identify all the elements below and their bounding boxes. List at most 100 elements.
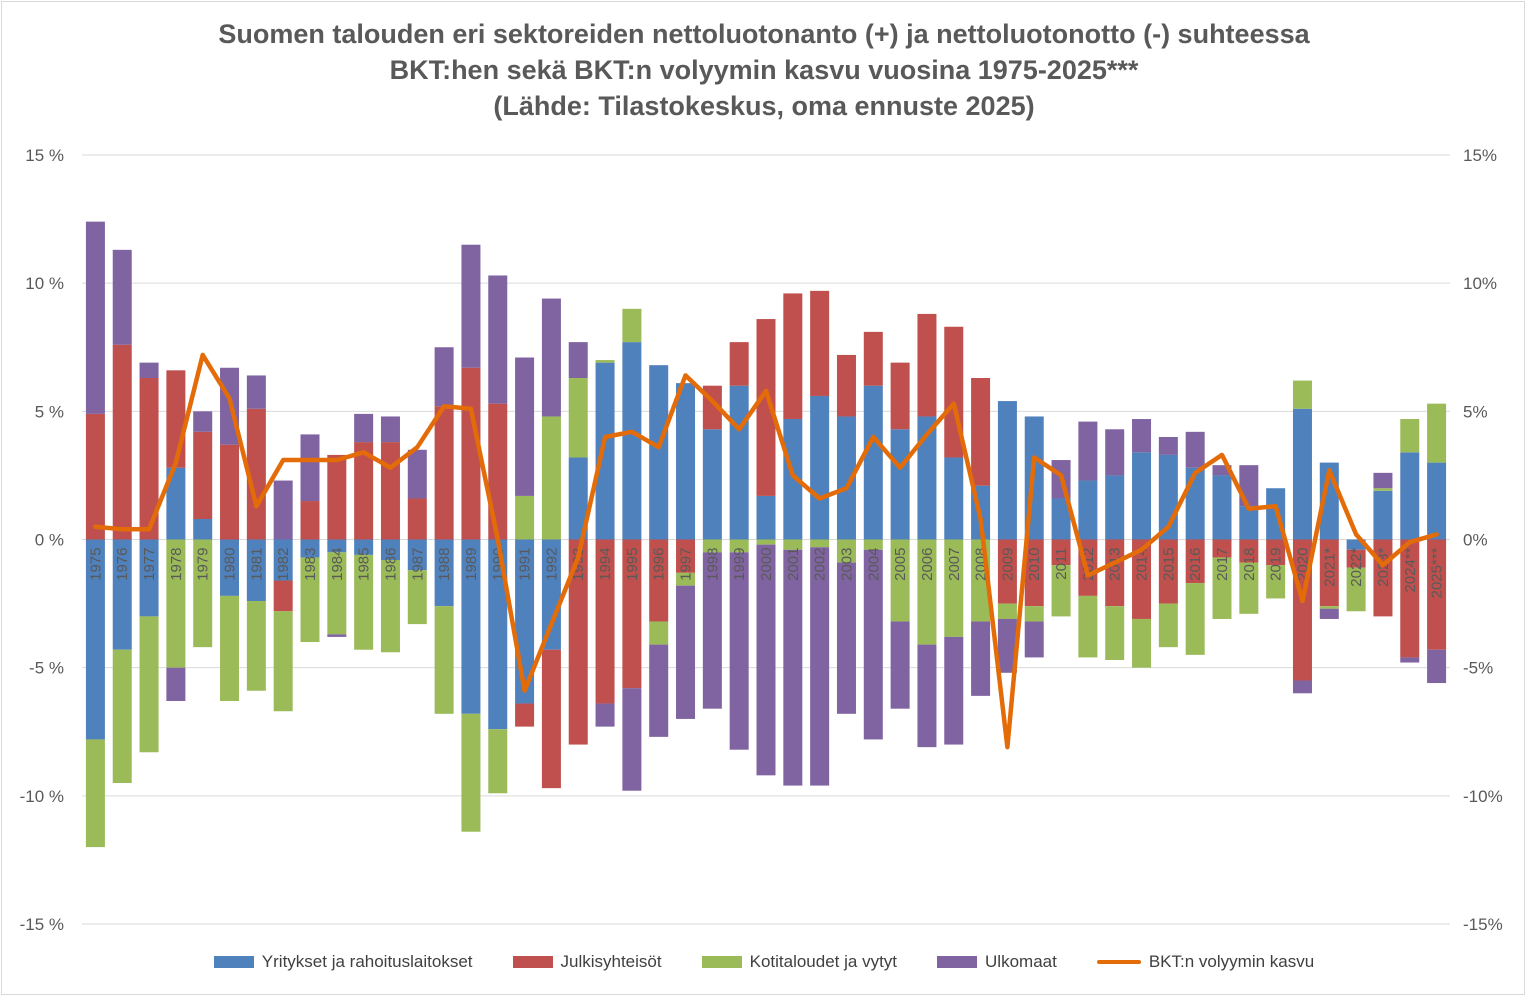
y-left-tick-label: -15 % <box>20 915 64 934</box>
x-category-label: 1985 <box>356 548 373 581</box>
bar-segment-s3 <box>1373 472 1393 489</box>
bar-segment-s1 <box>246 408 266 540</box>
bar-segment-s3 <box>327 634 347 637</box>
bar-segment-s1 <box>676 539 696 573</box>
y-left-tick-label: 5 % <box>35 402 64 421</box>
bar-segment-s1 <box>756 319 776 496</box>
bar-segment-s0 <box>676 383 696 540</box>
x-category-label: 1977 <box>141 548 158 581</box>
x-category-label: 2014 <box>1134 548 1151 581</box>
x-category-label: 2018 <box>1241 548 1258 581</box>
bar-segment-s2 <box>676 572 696 586</box>
bar-segment-s3 <box>971 621 991 696</box>
bar-segment-s2 <box>193 539 213 648</box>
bar-segment-s1 <box>112 344 132 540</box>
bar-segment-s0 <box>836 416 856 540</box>
bar-segment-s0 <box>1185 467 1205 540</box>
bar-segment-s1 <box>1212 539 1232 558</box>
bar-segment-s0 <box>890 429 910 540</box>
bar-segment-s3 <box>810 547 830 786</box>
bar-segment-s3 <box>997 618 1017 673</box>
bar-segment-s3 <box>836 562 856 714</box>
bar-segment-s2 <box>1373 488 1393 491</box>
bar-segment-s2 <box>1212 557 1232 619</box>
bar-segment-s2 <box>112 649 132 784</box>
bar-segment-s2 <box>1346 567 1366 612</box>
bar-segment-s2 <box>434 606 454 714</box>
bar-segment-s3 <box>676 585 696 719</box>
bar-segment-s2 <box>1051 565 1071 617</box>
legend-label-kotitaloudet: Kotitaloudet ja vytyt <box>749 952 898 971</box>
bar-segment-s0 <box>246 539 266 602</box>
bar-segment-s2 <box>541 416 561 540</box>
bar-segment-s3 <box>1427 649 1447 684</box>
bar-segment-s1 <box>622 539 642 689</box>
bar-segment-s1 <box>515 703 535 727</box>
bar-segment-s1 <box>1400 539 1420 658</box>
x-category-label: 1975 <box>87 548 104 581</box>
x-category-label: 2016 <box>1187 548 1204 581</box>
x-category-label: 1986 <box>382 548 399 581</box>
bar-segment-s3 <box>380 416 400 443</box>
bar-segment-s1 <box>568 539 588 745</box>
bar-segment-s0 <box>354 539 374 555</box>
x-category-label: 1989 <box>463 548 480 581</box>
bar-segment-s3 <box>112 249 132 345</box>
legend-item-ulkomaat: Ulkomaat <box>937 952 1057 972</box>
x-category-label: 1983 <box>302 548 319 581</box>
y-left-tick-label: 10 % <box>25 274 64 293</box>
bar-segment-s1 <box>380 442 400 540</box>
bar-segment-s1 <box>1239 539 1259 563</box>
bar-segment-s0 <box>1373 490 1393 540</box>
bar-segment-s3 <box>515 357 535 496</box>
y-right-tick-label: 10% <box>1463 274 1497 293</box>
x-category-label: 2007 <box>946 548 963 581</box>
legend-swatch-bkt <box>1096 960 1141 964</box>
bar-segment-s1 <box>1105 539 1125 607</box>
bar-segment-s3 <box>1185 431 1205 468</box>
bar-segment-s2 <box>354 554 374 650</box>
bar-segment-s1 <box>649 539 669 622</box>
bar-segment-s0 <box>273 539 293 581</box>
bar-segment-s2 <box>515 495 535 540</box>
bar-segment-s1 <box>488 403 508 540</box>
y-right-tick-label: 0% <box>1463 531 1488 550</box>
x-category-label: 2011 <box>1053 548 1070 580</box>
title-line-1: Suomen talouden eri sektoreiden nettoluo… <box>218 19 1310 49</box>
bar-segment-s3 <box>273 480 293 540</box>
bar-segment-s0 <box>622 342 642 540</box>
bar-segment-s0 <box>1078 480 1098 540</box>
x-category-label: 1978 <box>168 548 185 581</box>
bar-segment-s3 <box>1078 421 1098 481</box>
legend-label-julkisyhteisot: Julkisyhteisöt <box>560 952 662 971</box>
bar-segment-s3 <box>944 636 964 745</box>
x-category-label: 2005 <box>892 548 909 581</box>
bar-segment-s2 <box>944 539 964 637</box>
bar-segment-s2 <box>649 621 669 645</box>
x-category-label: 2000 <box>758 548 775 581</box>
bar-segment-s0 <box>1105 475 1125 540</box>
bar-segment-s2 <box>1427 403 1447 463</box>
x-category-label: 2004 <box>865 548 882 581</box>
bar-segment-s3 <box>729 552 749 750</box>
bar-segment-s0 <box>85 539 105 740</box>
y-right-tick-label: -5% <box>1463 659 1493 678</box>
bar-segment-s1 <box>327 454 347 540</box>
legend-item-bkt: BKT:n volyymin kasvu <box>1096 952 1314 972</box>
bar-segment-s1 <box>595 539 615 704</box>
bar-segment-s3 <box>1319 608 1339 619</box>
bar-segment-s3 <box>622 688 642 791</box>
bar-segment-s0 <box>783 419 803 540</box>
bar-segment-s2 <box>1158 603 1178 648</box>
bar-segment-s0 <box>380 539 400 561</box>
bar-segment-s2 <box>220 595 240 701</box>
x-category-label: 1998 <box>704 548 721 581</box>
bar-segment-s1 <box>300 501 320 540</box>
bar-segment-s0 <box>139 539 159 617</box>
bar-segment-s2 <box>273 611 293 712</box>
bar-segment-s2 <box>300 557 320 643</box>
bar-segment-s3 <box>300 434 320 502</box>
x-category-label: 1992 <box>543 548 560 581</box>
bar-segment-s0 <box>1132 452 1152 540</box>
chart-title: Suomen talouden eri sektoreiden nettoluo… <box>0 16 1528 124</box>
